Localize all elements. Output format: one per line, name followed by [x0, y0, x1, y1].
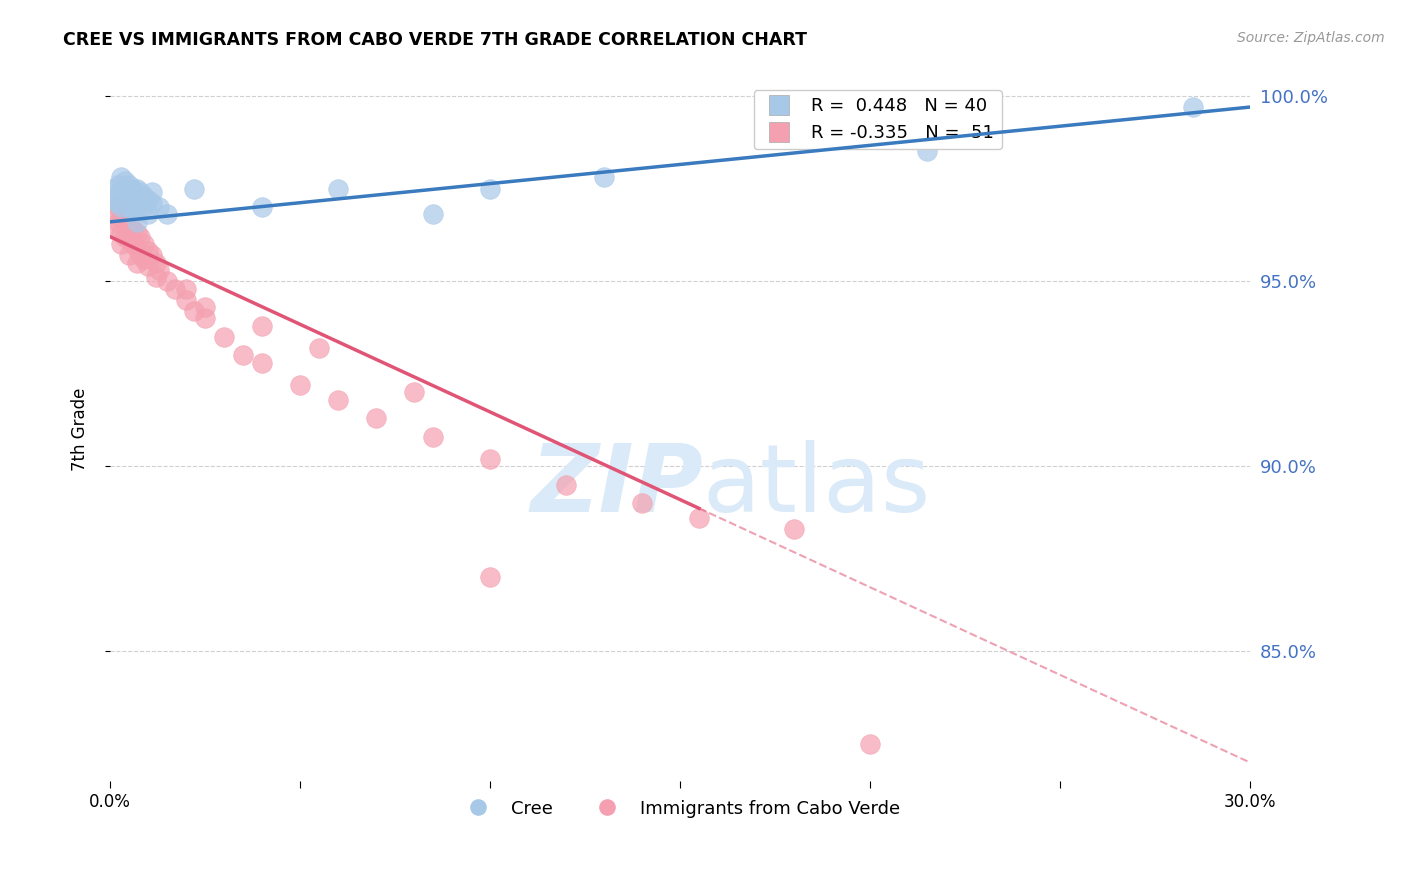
Point: [107, 200, 129, 214]
Point: [110, 211, 132, 226]
Point: [107, 178, 129, 192]
Point: [125, 181, 148, 195]
Point: [141, 186, 163, 200]
Text: atlas: atlas: [703, 440, 931, 532]
Point: [110, 181, 132, 195]
Point: [915, 145, 938, 159]
Point: [110, 170, 132, 185]
Point: [118, 200, 141, 214]
Point: [114, 215, 136, 229]
Text: CREE VS IMMIGRANTS FROM CABO VERDE 7TH GRADE CORRELATION CHART: CREE VS IMMIGRANTS FROM CABO VERDE 7TH G…: [63, 31, 807, 49]
Point: [174, 293, 197, 307]
Point: [103, 193, 125, 207]
Point: [103, 181, 125, 195]
Point: [212, 329, 235, 343]
Point: [118, 189, 141, 203]
Point: [125, 241, 148, 255]
Point: [125, 215, 148, 229]
Point: [107, 215, 129, 229]
Point: [859, 737, 882, 751]
Point: [163, 281, 186, 295]
Point: [183, 303, 205, 318]
Point: [134, 200, 156, 214]
Point: [308, 341, 330, 355]
Point: [555, 477, 578, 491]
Point: [129, 186, 152, 200]
Point: [479, 570, 502, 584]
Text: ZIP: ZIP: [530, 440, 703, 532]
Point: [183, 181, 205, 195]
Point: [114, 196, 136, 211]
Point: [134, 237, 156, 252]
Point: [194, 311, 217, 326]
Point: [110, 237, 132, 252]
Point: [129, 248, 152, 262]
Point: [114, 229, 136, 244]
Point: [148, 263, 170, 277]
Point: [688, 511, 710, 525]
Point: [125, 226, 148, 240]
Point: [402, 385, 425, 400]
Point: [129, 196, 152, 211]
Point: [145, 255, 167, 269]
Y-axis label: 7th Grade: 7th Grade: [72, 387, 89, 471]
Point: [129, 229, 152, 244]
Point: [232, 348, 254, 362]
Point: [326, 392, 349, 407]
Point: [783, 522, 806, 536]
Point: [118, 233, 141, 247]
Point: [250, 355, 273, 369]
Point: [422, 207, 444, 221]
Point: [250, 200, 273, 214]
Point: [125, 203, 148, 218]
Text: Source: ZipAtlas.com: Source: ZipAtlas.com: [1237, 31, 1385, 45]
Point: [136, 207, 159, 221]
Point: [118, 219, 141, 233]
Point: [122, 222, 145, 236]
Legend: Cree, Immigrants from Cabo Verde: Cree, Immigrants from Cabo Verde: [453, 792, 907, 825]
Point: [326, 181, 349, 195]
Point: [631, 496, 654, 510]
Point: [125, 255, 148, 269]
Point: [156, 207, 179, 221]
Point: [136, 193, 159, 207]
Point: [107, 189, 129, 203]
Point: [593, 170, 616, 185]
Point: [136, 260, 159, 274]
Point: [103, 222, 125, 236]
Point: [422, 429, 444, 443]
Point: [114, 186, 136, 200]
Point: [479, 181, 502, 195]
Point: [136, 244, 159, 259]
Point: [103, 207, 125, 221]
Point: [250, 318, 273, 333]
Point: [110, 200, 132, 214]
Point: [156, 274, 179, 288]
Point: [194, 300, 217, 314]
Point: [114, 174, 136, 188]
Point: [125, 193, 148, 207]
Point: [145, 270, 167, 285]
Point: [141, 248, 163, 262]
Point: [134, 252, 156, 266]
Point: [134, 189, 156, 203]
Point: [141, 196, 163, 211]
Point: [479, 451, 502, 466]
Point: [110, 193, 132, 207]
Point: [122, 203, 145, 218]
Point: [148, 200, 170, 214]
Point: [122, 237, 145, 252]
Point: [110, 226, 132, 240]
Point: [118, 248, 141, 262]
Point: [122, 181, 145, 195]
Point: [288, 377, 311, 392]
Point: [364, 411, 387, 425]
Point: [107, 196, 129, 211]
Point: [1182, 100, 1205, 114]
Point: [122, 193, 145, 207]
Point: [118, 178, 141, 192]
Point: [174, 281, 197, 295]
